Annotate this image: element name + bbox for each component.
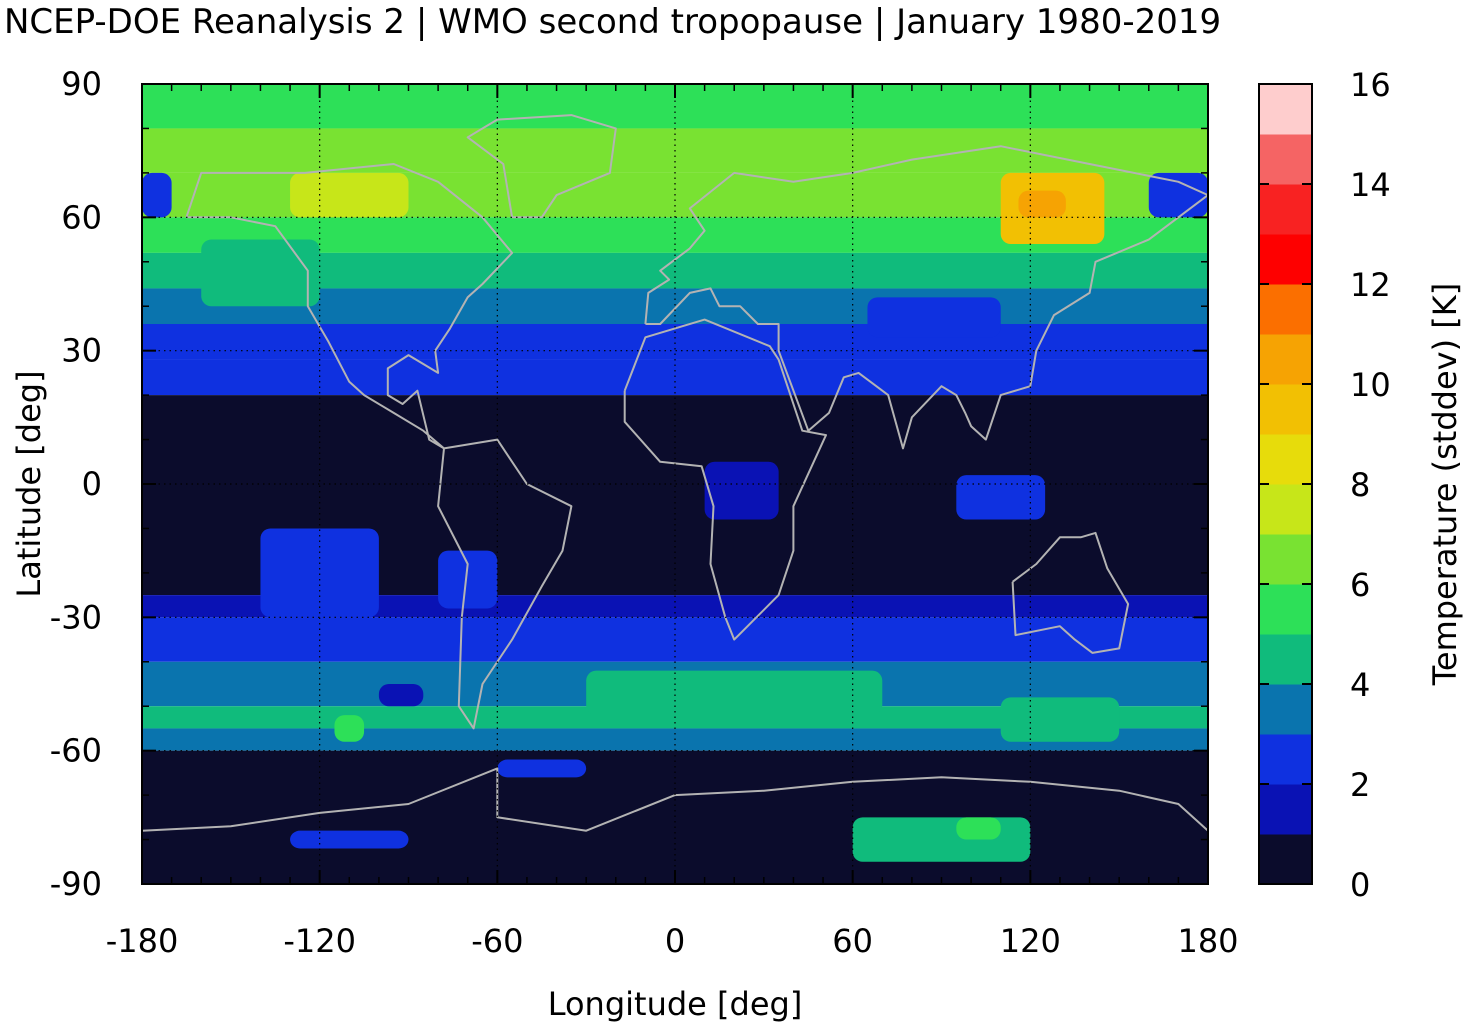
coastline-antarctica: [141, 767, 1209, 832]
y-axis-label: Latitude [deg]: [10, 370, 48, 597]
grid-layer: [142, 84, 1208, 884]
heatmap-region-12: [1000, 697, 1120, 742]
y-tick-label: -60: [50, 732, 102, 770]
heatmap-region-3: [201, 239, 320, 307]
colorbar: 0 2 4 6 8 10 12 14 16: [1258, 66, 1391, 904]
colorbar-segment: [1259, 684, 1312, 735]
colorbar-segment: [1259, 134, 1312, 185]
chart-title: NCEP-DOE Reanalysis 2 | WMO second tropo…: [4, 2, 1221, 42]
colorbar-tick-label: 6: [1350, 566, 1370, 604]
colorbar-segment: [1259, 784, 1312, 835]
heatmap-region-15: [852, 817, 1031, 862]
heatmap-region-8: [704, 461, 779, 520]
colorbar-tick-label: 0: [1350, 866, 1370, 904]
heatmap-layer: [142, 84, 1208, 884]
coastline-africa: [623, 318, 827, 641]
x-tick-label: -120: [283, 922, 356, 960]
heatmap-region-17: [290, 830, 409, 849]
colorbar-tick-label: 14: [1350, 166, 1391, 204]
coastline-eurasia: [644, 145, 1209, 450]
colorbar-segment: [1259, 434, 1312, 485]
heatmap-band-14: [142, 750, 1208, 884]
x-axis-label: Longitude [deg]: [548, 985, 803, 1023]
coastline-north-america: [185, 163, 514, 450]
heatmap-region-14: [378, 684, 424, 707]
y-tick-label: 30: [61, 332, 102, 370]
heatmap-region-5: [142, 172, 172, 218]
colorbar-segment: [1259, 534, 1312, 585]
colorbar-tick-label: 12: [1350, 266, 1391, 304]
heatmap-region-11: [586, 670, 883, 716]
colorbar-segment: [1259, 484, 1312, 535]
colorbar-tick-label: 2: [1350, 766, 1370, 804]
heatmap-band-9: [142, 595, 1208, 618]
colorbar-segment: [1259, 384, 1312, 435]
y-tick-label: -90: [50, 865, 102, 903]
heatmap-region-4: [867, 297, 1001, 338]
x-tick-label: 180: [1177, 922, 1238, 960]
x-axis: -180 -120 -60 0 60 120 180: [106, 84, 1239, 960]
x-tick-label: 120: [1000, 922, 1061, 960]
heatmap-region-9: [260, 528, 379, 618]
colorbar-segment: [1259, 84, 1312, 135]
y-axis: 90 60 30 0 -30 -60 -90: [50, 65, 1208, 903]
colorbar-label: Temperature (stddev) [K]: [1426, 283, 1464, 686]
y-tick-label: 0: [82, 465, 102, 503]
heatmap-region-2: [290, 172, 409, 218]
heatmap-region-13: [334, 715, 365, 742]
y-tick-label: 90: [61, 65, 102, 103]
x-tick-label: -180: [106, 922, 179, 960]
x-tick-label: 60: [832, 922, 873, 960]
x-tick-label: -60: [471, 922, 523, 960]
colorbar-segment: [1259, 734, 1312, 785]
colorbar-segment: [1259, 334, 1312, 385]
heatmap-region-18: [497, 759, 587, 778]
colorbar-segment: [1259, 284, 1312, 335]
y-tick-label: 60: [61, 198, 102, 236]
heatmap-region-7: [956, 475, 1046, 520]
x-tick-label: 0: [665, 922, 685, 960]
coastline-australia: [1011, 531, 1130, 654]
colorbar-segment: [1259, 634, 1312, 685]
colorbar-tick-label: 10: [1350, 366, 1391, 404]
colorbar-segment: [1259, 234, 1312, 285]
colorbar-tick-label: 16: [1350, 66, 1391, 104]
coastline-layer: [141, 114, 1209, 832]
colorbar-segment: [1259, 184, 1312, 235]
heatmap-region-1: [1018, 190, 1066, 218]
heatmap-region-10: [438, 550, 498, 609]
colorbar-tick-label: 8: [1350, 466, 1370, 504]
y-tick-label: -30: [50, 598, 102, 636]
colorbar-tick-label: 4: [1350, 666, 1370, 704]
colorbar-segment: [1259, 584, 1312, 635]
coastline-greenland: [466, 114, 617, 219]
colorbar-segment: [1259, 834, 1312, 885]
heatmap-region-6: [1148, 172, 1208, 218]
heatmap-region-16: [956, 817, 1001, 840]
